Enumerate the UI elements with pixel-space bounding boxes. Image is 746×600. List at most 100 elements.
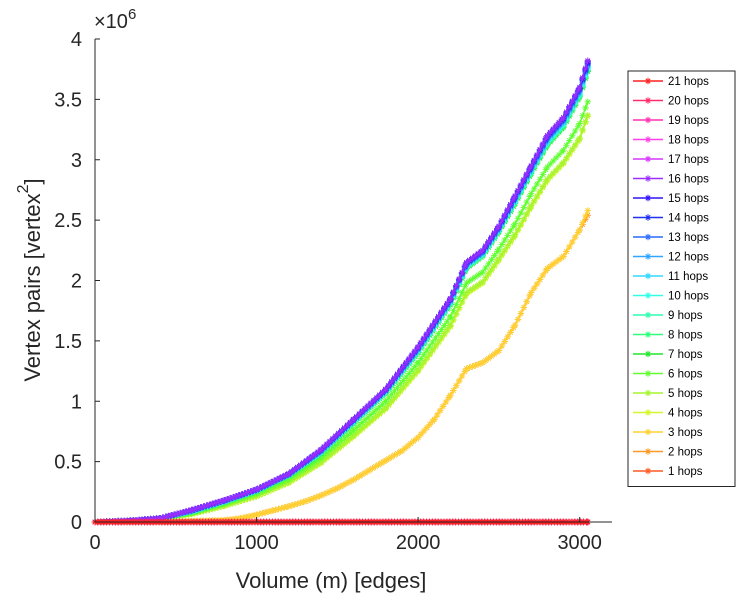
legend-label: 21 hops xyxy=(668,76,709,88)
x-axis-label: Volume (m) [edges] xyxy=(236,568,427,593)
series-11-hops xyxy=(91,63,591,526)
series-markers xyxy=(91,58,591,526)
series-markers xyxy=(91,111,591,526)
series-line xyxy=(94,68,589,523)
x-tick-label: 2000 xyxy=(396,532,441,554)
legend-label: 6 hops xyxy=(668,369,703,381)
legend-marker xyxy=(644,311,652,319)
series-markers xyxy=(91,65,591,526)
legend-marker xyxy=(644,155,652,163)
legend-marker xyxy=(644,428,652,436)
legend-marker xyxy=(644,116,652,124)
series-6-hops xyxy=(91,98,591,526)
legend-item: 21 hops xyxy=(633,76,709,88)
y-tick-label: 2 xyxy=(71,271,82,293)
legend-item: 1 hops xyxy=(633,466,703,478)
legend: 21 hops 20 hops 19 hops 18 hops 17 hops 16 ho… xyxy=(627,70,736,487)
legend-label: 14 hops xyxy=(668,213,709,225)
series-line xyxy=(94,71,589,523)
legend-label: 18 hops xyxy=(668,135,709,147)
legend-item: 2 hops xyxy=(633,447,703,459)
legend-label: 13 hops xyxy=(668,232,709,244)
y-tick-label: 3.5 xyxy=(54,89,82,111)
legend-label: 12 hops xyxy=(668,252,709,264)
series-10-hops xyxy=(91,64,591,526)
legend-marker xyxy=(644,194,652,202)
legend-label: 1 hops xyxy=(668,466,703,478)
series-14-hops xyxy=(91,59,591,526)
series-13-hops xyxy=(91,61,591,526)
series-markers xyxy=(91,207,591,526)
legend-label: 16 hops xyxy=(668,174,709,186)
y-tick-label: 2.5 xyxy=(54,210,82,232)
series-line xyxy=(94,114,589,523)
y-tick-label: 0.5 xyxy=(54,452,82,474)
legend-label: 3 hops xyxy=(668,427,703,439)
series-markers xyxy=(91,98,591,526)
legend-marker xyxy=(644,253,652,260)
legend-label: 5 hops xyxy=(668,388,703,400)
legend-item: 20 hops xyxy=(633,96,709,108)
legend-label: 2 hops xyxy=(668,447,703,459)
legend-label: 15 hops xyxy=(668,193,709,205)
series-markers xyxy=(91,57,591,526)
x-tick-label: 0 xyxy=(89,532,100,554)
legend-item: 14 hops xyxy=(633,213,709,225)
legend-box xyxy=(627,70,736,487)
series-8-hops xyxy=(91,67,591,526)
series-line xyxy=(94,70,589,523)
series-line xyxy=(94,62,589,523)
series-line xyxy=(94,64,589,523)
legend-label: 20 hops xyxy=(668,96,709,108)
series-line xyxy=(94,61,589,523)
legend-marker xyxy=(644,292,652,299)
legend-item: 8 hops xyxy=(633,330,703,342)
series-markers xyxy=(91,68,591,526)
series-markers xyxy=(91,62,591,526)
legend-marker xyxy=(644,350,652,358)
series-markers xyxy=(91,212,591,526)
series-3-hops xyxy=(91,207,591,526)
legend-item: 11 hops xyxy=(633,271,708,283)
series-9-hops xyxy=(91,65,591,526)
legend-label: 9 hops xyxy=(668,310,703,322)
y-tick-label: 4 xyxy=(71,29,82,51)
series-12-hops xyxy=(91,62,591,526)
legend-marker xyxy=(644,233,652,241)
y-tick-label: 1 xyxy=(71,391,82,413)
legend-item: 5 hops xyxy=(633,388,703,400)
series-line xyxy=(94,60,589,523)
series-markers xyxy=(91,67,591,526)
legend-label: 10 hops xyxy=(668,291,709,303)
axes: 0 1000 2000 3000 0 0.5 1 1.5 2 2.5 3 3.5 4 xyxy=(54,29,612,554)
legend-marker xyxy=(644,370,652,377)
legend-marker xyxy=(644,214,652,221)
svg-text:Vertex pairs [vertex2]: Vertex pairs [vertex2] xyxy=(15,178,45,381)
x-tick-label: 3000 xyxy=(557,532,602,554)
legend-item: 12 hops xyxy=(633,252,709,264)
series-7-hops xyxy=(91,68,591,526)
legend-marker xyxy=(644,331,652,338)
legend-marker xyxy=(644,272,652,280)
y-axis-label: Vertex pairs [vertex2] xyxy=(15,178,45,381)
series-5-hops xyxy=(91,111,591,526)
legend-label: 17 hops xyxy=(668,154,709,166)
y-tick-label: 1.5 xyxy=(54,331,82,353)
legend-marker xyxy=(644,448,652,455)
legend-marker xyxy=(644,175,652,182)
series-markers xyxy=(91,63,591,526)
legend-item: 7 hops xyxy=(633,349,703,361)
legend-item: 9 hops xyxy=(633,310,703,322)
legend-item: 4 hops xyxy=(633,408,703,420)
legend-label: 8 hops xyxy=(668,330,703,342)
legend-label: 19 hops xyxy=(668,115,709,127)
legend-item: 18 hops xyxy=(633,135,709,147)
legend-marker xyxy=(644,97,652,104)
legend-item: 17 hops xyxy=(633,154,709,166)
legend-label: 11 hops xyxy=(668,271,708,283)
y-tick-label: 3 xyxy=(71,150,82,172)
series-line xyxy=(94,101,589,523)
legend-item: 15 hops xyxy=(633,193,709,205)
legend-item: 3 hops xyxy=(633,427,703,439)
